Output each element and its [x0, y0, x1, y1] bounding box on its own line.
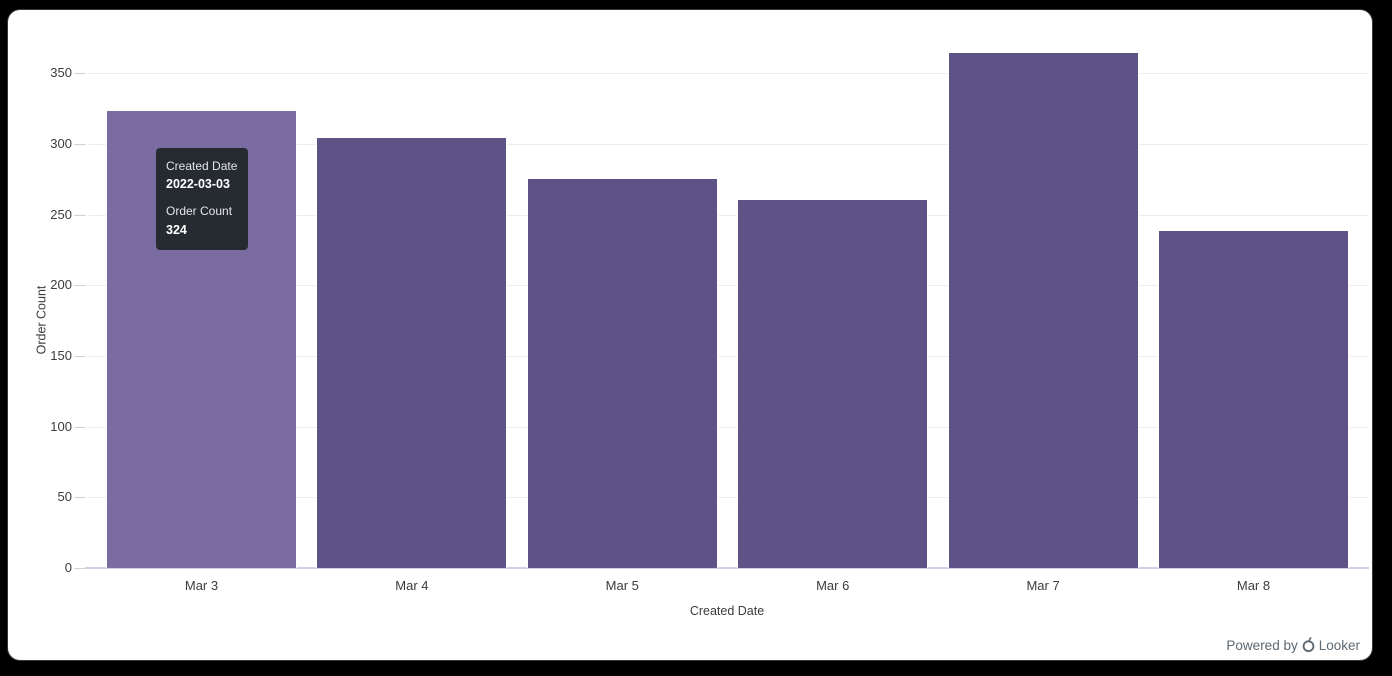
- chart-tooltip: Created Date 2022-03-03 Order Count 324: [156, 148, 248, 250]
- tooltip-dimension-label: Created Date: [166, 159, 238, 173]
- x-tick-label: Mar 8: [1236, 578, 1271, 593]
- x-axis-line: [85, 567, 1369, 569]
- gridline: [89, 285, 1369, 287]
- looker-brand-text: Looker: [1318, 637, 1360, 653]
- y-axis-tick: [74, 214, 86, 216]
- x-tick-label: Mar 4: [395, 578, 429, 593]
- y-axis-tick: [74, 285, 86, 287]
- gridline: [89, 426, 1369, 428]
- y-tick-label: 250: [50, 206, 72, 222]
- gridline: [89, 73, 1369, 75]
- gridline: [89, 497, 1369, 499]
- gridline: [89, 356, 1369, 358]
- y-axis-tick: [74, 144, 86, 146]
- x-axis-title: Created Date: [689, 604, 765, 618]
- y-axis-tick: [74, 73, 86, 75]
- y-tick-label: 300: [50, 136, 72, 152]
- y-tick-label: 50: [57, 489, 72, 505]
- y-tick-label: 0: [64, 560, 72, 575]
- chart-card: 0 50 100 150 200 250 300 350 Mar 3 Mar 4 Mar 5 Mar …: [8, 10, 1372, 660]
- powered-by-text: Powered by: [1226, 637, 1298, 653]
- y-axis-tick: [74, 426, 86, 428]
- x-tick-label: Mar 5: [605, 578, 639, 593]
- x-tick-label: Mar 6: [816, 578, 850, 593]
- tooltip-measure-value: 324: [166, 222, 187, 237]
- bar-mar-5[interactable]: [526, 178, 718, 568]
- gridline: [89, 144, 1369, 146]
- bar-chart: 0 50 100 150 200 250 300 350 Mar 3 Mar 4 Mar 5 Mar …: [8, 10, 1372, 660]
- gridline: [89, 214, 1369, 216]
- y-axis-tick: [74, 497, 86, 499]
- bar-mar-6[interactable]: [737, 199, 929, 568]
- bar-mar-8[interactable]: [1158, 230, 1349, 568]
- powered-by-looker-link[interactable]: Powered by Looker: [1226, 637, 1360, 653]
- tooltip-dimension-value: 2022-03-03: [166, 177, 230, 192]
- bar-mar-4[interactable]: [316, 137, 508, 568]
- y-tick-label: 150: [50, 348, 72, 364]
- y-axis-tick: [74, 568, 86, 569]
- y-tick-label: 200: [50, 277, 72, 293]
- x-tick-label: Mar 7: [1026, 578, 1060, 593]
- y-tick-label: 100: [50, 418, 72, 434]
- looker-logo-icon: [1301, 637, 1316, 653]
- y-axis-title: Order Count: [33, 285, 48, 355]
- tooltip-measure-label: Order Count: [166, 204, 233, 219]
- bar-mar-7[interactable]: [947, 52, 1139, 568]
- y-axis-tick: [74, 356, 86, 358]
- x-tick-label: Mar 3: [184, 578, 219, 593]
- y-tick-label: 350: [50, 65, 72, 81]
